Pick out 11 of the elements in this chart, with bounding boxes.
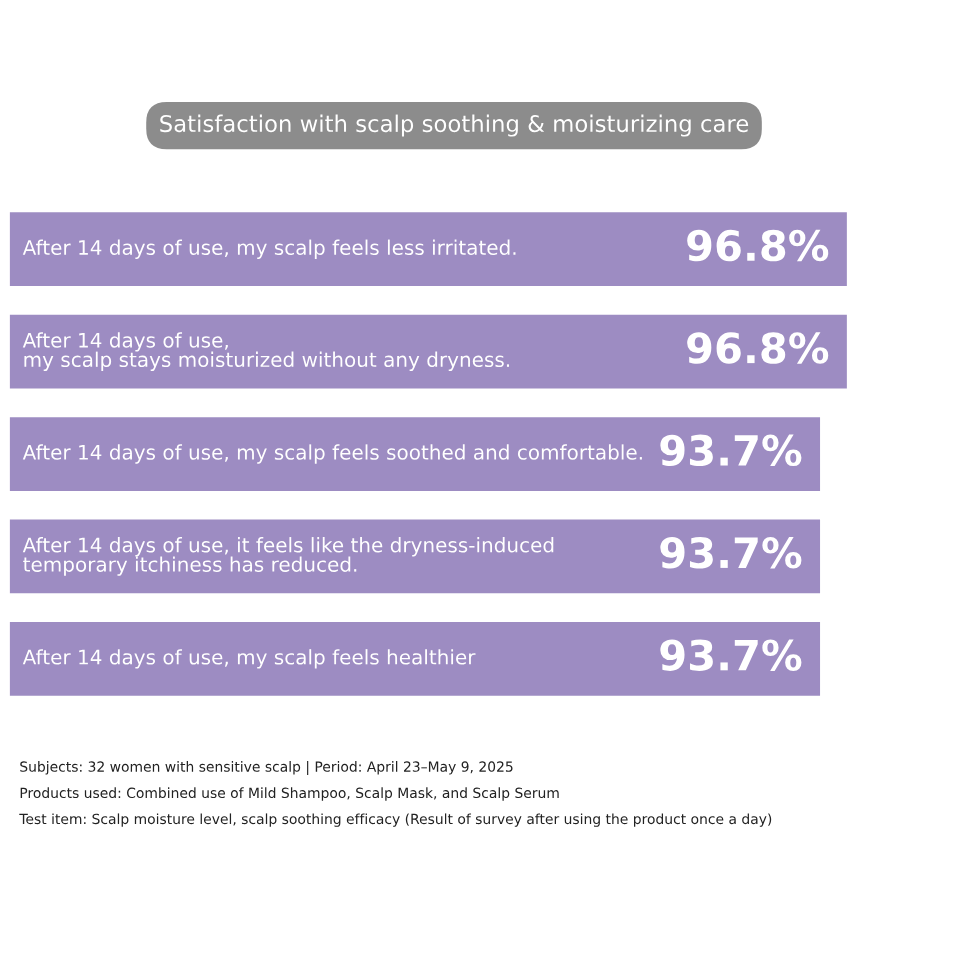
data-label: 96.8%: [687, 332, 829, 364]
data-label: 93.7%: [660, 434, 802, 467]
y-tick-label: After 14 days of use, my scalp feels healthier: [22, 649, 476, 669]
y-tick-label: After 14 days of use, my scalp feels less irritated.: [22, 239, 516, 259]
chart-title: Satisfaction with scalp soothing & moisturizing care: [160, 114, 749, 137]
y-tick-label: After 14 days of use, my scalp stays moisturized without any dryness.: [22, 332, 510, 371]
data-label: 93.7%: [660, 536, 802, 569]
y-tick-label: After 14 days of use, my scalp feels soothed and comfortable.: [22, 444, 642, 464]
data-label: 93.7%: [660, 639, 802, 671]
data-label: 96.8%: [687, 229, 829, 262]
y-tick-label: After 14 days of use, it feels like the dryness-induced temporary itchiness has reduced.: [22, 537, 554, 576]
